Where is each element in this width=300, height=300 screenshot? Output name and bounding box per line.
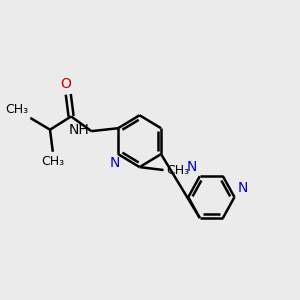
Text: CH₃: CH₃ [5, 103, 28, 116]
Text: N: N [187, 160, 197, 174]
Text: NH: NH [68, 123, 89, 137]
Text: CH₃: CH₃ [41, 155, 64, 168]
Text: CH₃: CH₃ [166, 164, 189, 176]
Text: O: O [60, 77, 71, 92]
Text: N: N [237, 181, 248, 195]
Text: N: N [110, 157, 120, 170]
